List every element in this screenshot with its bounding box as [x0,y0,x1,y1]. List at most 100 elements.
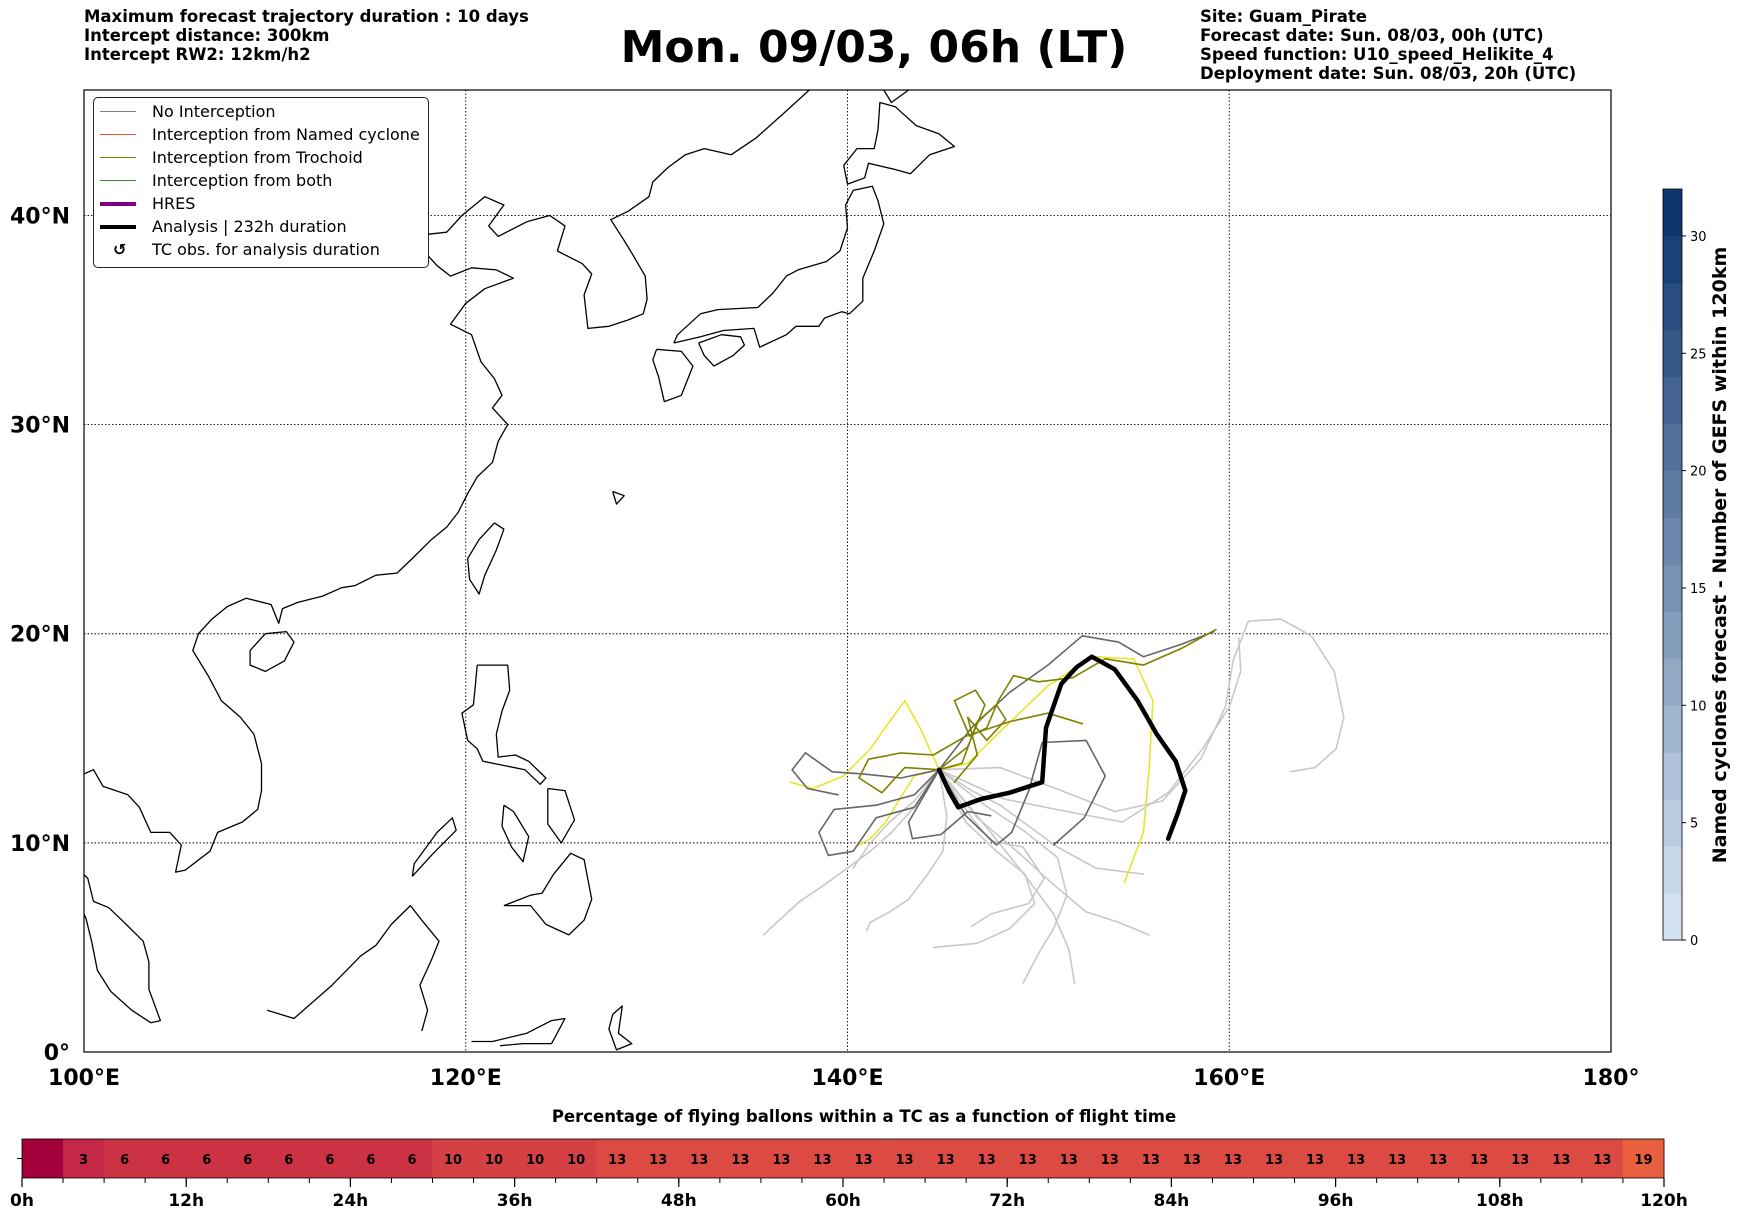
time-cell [1130,1139,1172,1178]
coastline-layer [84,90,956,1051]
legend-swatch [100,202,136,206]
coastline-hainan [249,630,295,673]
time-cells: 3 6 6 6 6 6 6 6 6 10 10 10 10 13 13 13 13 13 13 13 13 13 13 13 1… [21,1138,1665,1179]
colorbar-segment [1663,658,1682,706]
graticule [84,90,1611,1052]
time-cell-label: 13 [649,1153,667,1168]
time-cell [719,1139,762,1178]
legend-label: Interception from both [152,171,333,190]
time-cell [391,1139,433,1178]
lon-tick-label: 100°E [48,1066,120,1091]
time-chart-title: Percentage of flying ballons within a TC… [551,1107,1177,1126]
colorbar-segment [1663,235,1682,284]
cyclone-icon: ↺ [113,240,127,259]
time-cell-label: 13 [1183,1153,1201,1168]
trajectory-trochoid [938,628,1217,771]
trajectory-trochoid-light [789,699,940,790]
trajectory-trochoid-light [938,655,1154,884]
coastline-korea [549,166,669,330]
time-cell-label: 6 [243,1153,252,1168]
time-cell [432,1139,474,1178]
coastline-halmahera [608,1005,633,1051]
time-cell-label: 13 [1060,1153,1078,1168]
time-cell-label: 10 [567,1153,585,1168]
lon-tick-label: 120°E [430,1066,502,1091]
legend-swatch [100,157,136,159]
time-cell [1212,1139,1254,1178]
lon-tick-label: 140°E [812,1066,884,1091]
coastline-thai-peninsula [84,805,162,1024]
time-cell-label: 19 [1634,1153,1652,1168]
coastline-taiwan [467,522,505,595]
colorbar-segment [1663,423,1682,472]
lon-tick-label: 160°E [1193,1066,1265,1091]
run-info-right: Site: Guam_Pirate Forecast date: Sun. 08… [1200,7,1576,83]
trajectory-none [938,739,1106,846]
trajectory-layer [762,618,1345,984]
colorbar-segment [1663,470,1682,519]
colorbar-segment [1663,705,1682,753]
deployment-date-text: Deployment date: Sun. 08/03, 20h (UTC) [1200,64,1577,83]
trajectory-analysis [936,654,1188,841]
time-cell-label: 13 [1593,1153,1611,1168]
coastline-mindanao [503,852,593,936]
time-cell [268,1139,310,1178]
coastline-japan-shikoku [698,334,746,367]
time-cell-label: 13 [1388,1153,1406,1168]
colorbar-segment [1663,611,1682,659]
time-cell-label: 13 [1347,1153,1365,1168]
trajectory-faded [852,768,940,869]
time-cell [1335,1139,1378,1178]
legend-swatch [100,225,136,229]
time-cell [843,1139,885,1178]
time-cell-label: 13 [854,1153,872,1168]
time-tick-label: 84h [1154,1191,1190,1211]
colorbar-segment [1663,799,1682,847]
lat-tick-label: 0° [44,1041,70,1066]
time-tick-label: 24h [333,1191,369,1211]
trajectory-faded [865,768,948,932]
trajectory-faded [762,768,940,936]
time-tick-label: 60h [825,1191,861,1211]
trajectory-trochoid [938,703,1007,784]
time-cell [760,1139,803,1178]
trajectory-none [818,768,940,857]
colorbar-tick-label: 15 [1690,582,1707,597]
site-text: Site: Guam_Pirate [1200,7,1367,26]
time-cell-label: 13 [978,1153,996,1168]
time-cell [1294,1139,1336,1178]
time-tick-label: 48h [661,1191,697,1211]
time-cell-label: 13 [813,1153,831,1168]
intercept-distance-text: Intercept distance: 300km [84,26,330,45]
time-cell [145,1139,187,1178]
colorbar-tick-label: 30 [1690,230,1707,245]
trajectory-faded [938,768,1150,936]
time-cell-label: 3 [79,1153,88,1168]
colorbar-segment [1663,564,1682,612]
time-cell-label: 6 [284,1153,293,1168]
time-cell [22,1139,64,1178]
max-duration-text: Maximum forecast trajectory duration : 1… [84,7,529,26]
coastline-samar-leyte [547,787,576,844]
time-cell-label: 10 [485,1153,503,1168]
time-cell [1622,1139,1665,1178]
time-axis: 0h 12h 24h 36h 48h 60h 72h 84h 96h 108h 120h [10,1158,1688,1211]
time-cell-label: 13 [1511,1153,1529,1168]
time-cell [309,1139,351,1178]
trajectory-trochoid [858,712,1084,794]
colorbar-segment [1663,189,1682,237]
speed-function-text: Speed function: U10_speed_Helikite_4 [1200,45,1554,64]
colorbar-segment [1663,846,1682,894]
time-cell [1499,1139,1542,1178]
trajectory-faded [938,768,1145,876]
time-cell-label: 6 [120,1153,129,1168]
time-cell-label: 10 [526,1153,544,1168]
colorbar-tick-label: 20 [1690,465,1707,480]
legend-label: No Interception [152,102,276,121]
time-cell-label: 13 [1019,1153,1037,1168]
run-info-left: Maximum forecast trajectory duration : 1… [84,7,529,64]
trajectory-faded [938,768,1076,984]
coastline-borneo-north [267,904,440,1032]
